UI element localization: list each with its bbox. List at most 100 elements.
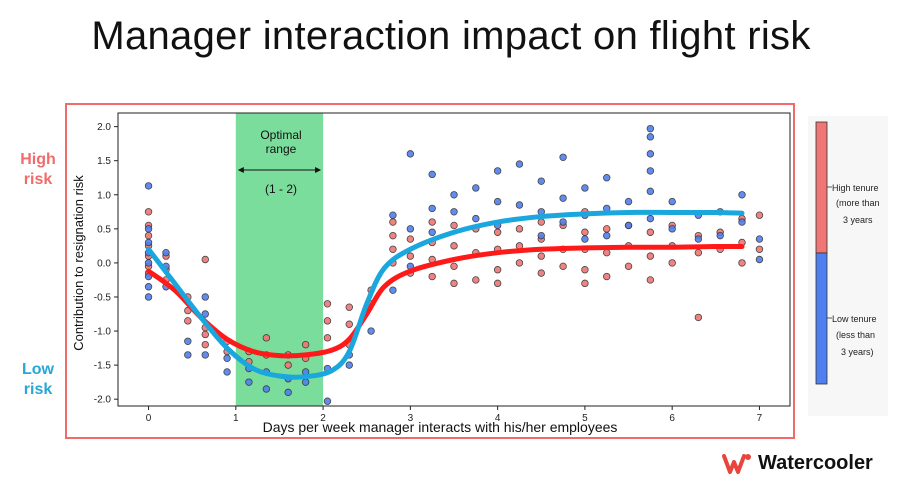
- high-tenure-point: [406, 235, 415, 243]
- high-tenure-point: [389, 218, 397, 226]
- high-tenure-point: [450, 221, 458, 230]
- low-tenure-point: [537, 177, 545, 185]
- high-tenure-point: [323, 300, 332, 308]
- optimal-arrow-left: [237, 167, 244, 173]
- low-tenure-point: [144, 283, 153, 291]
- low-tenure-point: [646, 187, 655, 196]
- low-tenure-point: [624, 221, 633, 230]
- annotation-layer: Optimal range (1 - 2): [260, 128, 301, 196]
- low-tenure-point: [581, 184, 589, 192]
- low-tenure-point: [284, 388, 292, 397]
- x-tick-label: 4: [495, 413, 501, 424]
- plot-area-border: [117, 112, 791, 407]
- x-tick-label: 1: [233, 413, 239, 424]
- y-tick-label: 0.0: [97, 258, 111, 269]
- low-tenure-point: [184, 337, 192, 345]
- low-tenure-point: [389, 286, 397, 294]
- high-tenure-point: [389, 231, 397, 240]
- low-tenure-point: [646, 133, 655, 141]
- high-tenure-point: [515, 259, 524, 267]
- low-tenure-point: [428, 170, 436, 179]
- low-tenure-point: [668, 197, 676, 206]
- high-tenure-point: [581, 228, 589, 236]
- low-tenure-point: [515, 201, 524, 209]
- low-tenure-point: [559, 194, 567, 202]
- low-tenure-point: [406, 150, 415, 158]
- high-tenure-point: [406, 252, 415, 260]
- low-tenure-point: [144, 293, 153, 301]
- low-risk-label: Low risk: [22, 361, 54, 398]
- high-tenure-point: [646, 252, 655, 260]
- low-tenure-point: [245, 378, 253, 386]
- high-tenure-trend-line: [146, 244, 745, 359]
- low-tenure-point: [738, 191, 746, 199]
- y-tick-label: -1.5: [94, 361, 112, 372]
- low-tenure-point: [428, 204, 436, 213]
- high-tenure-point: [144, 231, 153, 240]
- colorbar-low: [815, 252, 828, 385]
- low-tenure-point: [450, 191, 458, 199]
- low-tenure-point: [493, 167, 502, 175]
- low-tenure-point: [581, 235, 589, 243]
- high-tenure-point: [603, 272, 611, 281]
- high-tenure-point: [646, 228, 655, 236]
- high-tenure-point: [493, 266, 502, 274]
- y-tick-label: 1.0: [97, 190, 111, 201]
- high-tenure-point: [537, 218, 545, 226]
- x-tick-label: 6: [669, 413, 675, 424]
- low-tenure-point: [738, 218, 746, 226]
- y-tick-label: -2.0: [94, 395, 112, 406]
- low-tenure-point: [559, 153, 567, 161]
- low-tenure-point: [345, 361, 353, 369]
- low-tenure-point: [406, 225, 415, 233]
- high-tenure-point: [472, 276, 480, 284]
- high-tenure-point: [755, 211, 764, 219]
- optimal-label-line2: range: [266, 142, 297, 156]
- high-tenure-point: [184, 317, 192, 325]
- high-tenure-point: [428, 272, 436, 281]
- optimal-arrow-right: [315, 167, 322, 173]
- low-tenure-point: [493, 197, 502, 206]
- low-tenure-point: [262, 385, 271, 393]
- x-tick-label: 5: [582, 413, 588, 424]
- high-tenure-point: [493, 279, 502, 288]
- y-tick-label: -1.0: [94, 327, 112, 338]
- x-tick-label: 2: [320, 413, 326, 424]
- high-risk-label: High risk: [20, 151, 56, 188]
- high-tenure-point: [450, 262, 458, 271]
- high-tenure-point: [624, 262, 633, 271]
- high-tenure-point: [694, 248, 703, 257]
- high-tenure-point: [201, 340, 209, 349]
- high-tenure-point: [694, 313, 703, 322]
- low-tenure-point: [755, 235, 764, 243]
- high-tenure-point: [493, 228, 502, 236]
- x-tick-label: 0: [146, 413, 152, 424]
- colorbar-low-l2: (less than: [836, 330, 875, 340]
- high-tenure-point: [345, 303, 353, 311]
- low-tenure-point: [201, 293, 209, 301]
- low-tenure-point: [716, 231, 724, 240]
- high-tenure-point: [537, 252, 545, 260]
- low-tenure-point: [603, 231, 611, 240]
- high-tenure-point: [537, 269, 545, 277]
- high-tenure-point: [559, 262, 567, 271]
- high-tenure-point: [581, 266, 589, 274]
- low-tenure-point: [223, 354, 231, 363]
- x-tick-label: 7: [757, 413, 763, 424]
- low-tenure-point: [144, 259, 153, 267]
- low-tenure-point: [646, 124, 655, 133]
- colorbar-high: [815, 121, 828, 254]
- colorbar-high-l2: (more than: [836, 198, 880, 208]
- low-tenure-point: [537, 231, 545, 240]
- low-tenure-point: [472, 184, 480, 192]
- high-tenure-point: [738, 259, 746, 267]
- low-tenure-point: [144, 238, 153, 247]
- low-tenure-point: [367, 327, 375, 335]
- low-tenure-point: [559, 218, 567, 226]
- high-tenure-point: [201, 330, 209, 339]
- low-tenure-trend-line: [146, 209, 745, 380]
- high-tenure-point: [450, 279, 458, 288]
- x-tick-label: 3: [408, 413, 414, 424]
- colorbar-low-l1: Low tenure: [832, 314, 877, 324]
